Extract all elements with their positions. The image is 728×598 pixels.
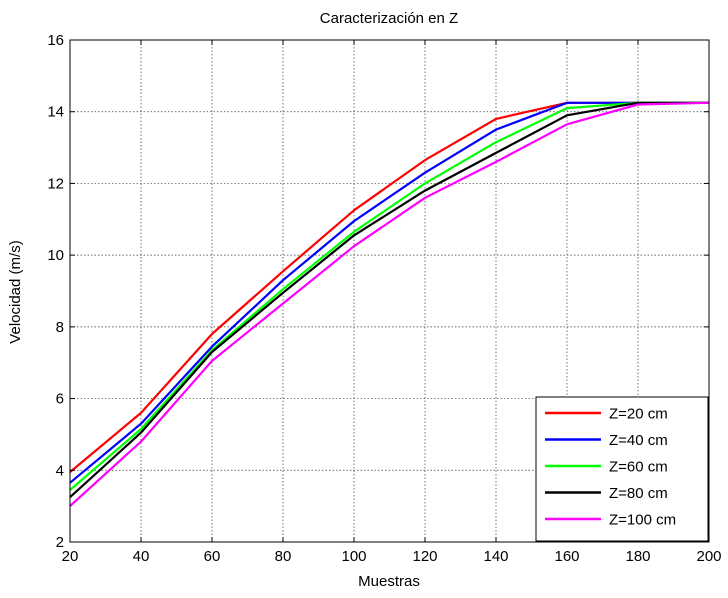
y-tick-label: 8 [56,319,64,336]
legend-label-4: Z=80 cm [609,485,668,502]
series-line-2 [69,101,709,484]
y-tick-label: 6 [56,391,64,408]
x-tick-label: 100 [341,548,366,565]
ticks: 20 40 60 80 100 120 140 160 180 200 2 4 6 8 10 12 14 16 [47,32,721,565]
y-tick-label: 2 [56,534,64,551]
legend-box [535,396,709,542]
x-tick-label: 200 [696,548,721,565]
series-line-4 [69,101,709,499]
x-tick-label: 180 [625,548,650,565]
x-tick-label: 60 [204,548,221,565]
x-tick-label: 160 [554,548,579,565]
legend-label-3: Z=60 cm [609,459,668,476]
axes-box [69,39,710,543]
series-line-3 [69,101,709,491]
x-tick-label: 80 [275,548,292,565]
y-tick-label: 4 [56,462,64,479]
x-axis-label: Muestras [358,573,420,590]
legend-label-5: Z=100 cm [609,512,676,529]
legend: Z=20 cm Z=40 cm Z=60 cm Z=80 cm Z=100 cm [535,396,709,542]
y-tick-label: 16 [47,32,64,49]
legend-label-1: Z=20 cm [609,406,668,423]
legend-label-2: Z=40 cm [609,432,668,449]
series-group [69,101,710,507]
x-tick-label: 120 [412,548,437,565]
x-tick-label: 140 [483,548,508,565]
chart-title: Caracterización en Z [320,10,458,27]
series-line-5 [69,101,710,507]
x-tick-label: 40 [133,548,150,565]
grid [70,40,709,542]
y-axis-label: Velocidad (m/s) [7,240,24,343]
y-tick-label: 12 [47,175,64,192]
y-tick-label: 14 [47,104,64,121]
x-tick-label: 20 [62,548,79,565]
y-tick-label: 10 [47,247,64,264]
